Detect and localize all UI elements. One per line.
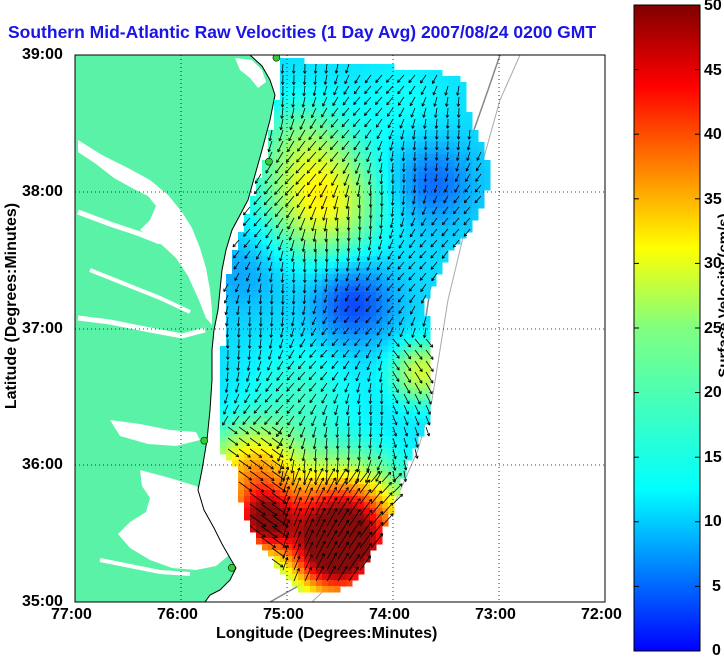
x-tick-label: 72:00 — [581, 606, 622, 624]
x-axis-label: Longitude (Degrees:Minutes) — [216, 625, 437, 643]
x-tick-label: 73:00 — [475, 606, 516, 624]
y-tick-label: 36:00 — [22, 456, 63, 474]
radar-station-marker — [265, 158, 272, 165]
radar-station-marker — [201, 437, 208, 444]
x-tick-label: 76:00 — [157, 606, 198, 624]
y-tick-label: 37:00 — [22, 320, 63, 338]
x-tick-label: 75:00 — [263, 606, 304, 624]
colorbar-tick-label: 50 — [704, 0, 722, 15]
y-tick-label: 38:00 — [22, 183, 63, 201]
colorbar-label: Surface Velocity (cm/s) — [716, 196, 724, 396]
colorbar — [634, 5, 700, 651]
colorbar-tick-label: 10 — [704, 513, 722, 531]
y-tick-label: 39:00 — [22, 46, 63, 64]
y-tick-label: 35:00 — [22, 593, 63, 611]
colorbar-tick-label: 45 — [704, 62, 722, 80]
colorbar-tick-label: 15 — [704, 449, 722, 467]
y-axis-label: Latitude (Degrees:Minutes) — [3, 186, 21, 426]
colorbar-tick-label: 0 — [712, 642, 721, 660]
colorbar-tick-label: 40 — [704, 126, 722, 144]
radar-station-marker — [228, 564, 235, 571]
colorbar-tick-label: 5 — [712, 578, 721, 596]
x-tick-label: 74:00 — [369, 606, 410, 624]
